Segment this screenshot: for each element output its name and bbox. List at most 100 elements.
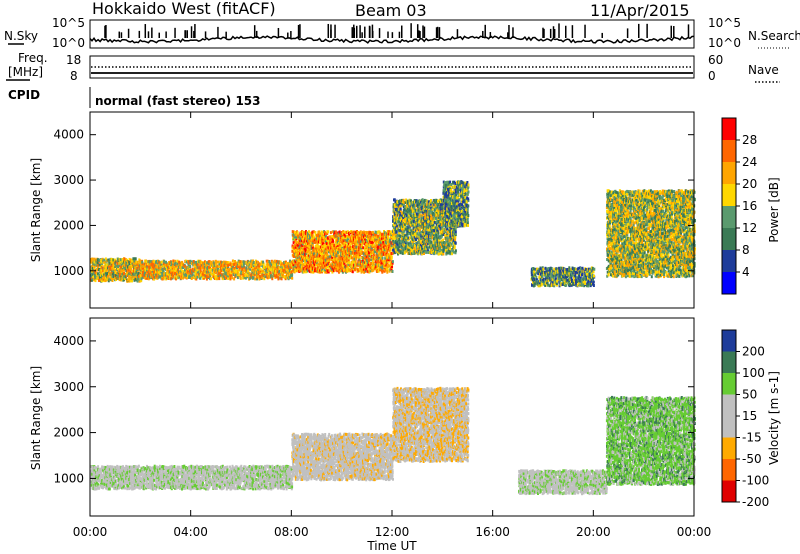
power-cell [341, 267, 344, 270]
power-cell [246, 262, 249, 266]
power-cell [433, 228, 436, 232]
power-cell [401, 240, 404, 243]
power-cell [428, 209, 431, 213]
power-cell [377, 256, 380, 260]
power-cell [308, 230, 310, 234]
power-cell [414, 208, 417, 212]
power-cell [326, 265, 329, 269]
power-cell [159, 272, 162, 276]
power-cell [386, 252, 389, 256]
power-cell [173, 265, 176, 268]
date-label: 11/Apr/2015 [590, 1, 690, 20]
power-cell [422, 202, 425, 206]
power-cell [221, 273, 224, 277]
power-cell [237, 269, 240, 273]
power-cell [423, 198, 426, 202]
power-cell [295, 233, 298, 237]
power-heatmap [90, 180, 696, 288]
power-cell [210, 268, 213, 271]
power-cell [182, 276, 185, 280]
power-cell [104, 263, 107, 267]
power-cell [429, 215, 432, 219]
power-cell [120, 269, 123, 273]
power-cell [317, 257, 320, 261]
power-cell [384, 246, 387, 250]
power-cell [355, 256, 358, 260]
power-cell [188, 273, 191, 277]
power-cell [172, 264, 175, 268]
power-cell [437, 224, 440, 228]
power-cell [114, 274, 117, 278]
power-cell [422, 245, 425, 248]
power-cell [196, 268, 199, 272]
power-cell [240, 263, 243, 266]
power-cell [424, 216, 427, 220]
power-cell [123, 260, 126, 264]
power-cell [262, 262, 265, 266]
power-cell [356, 249, 358, 253]
power-cell [203, 262, 206, 266]
power-cell [242, 264, 245, 268]
power-cell [140, 264, 143, 268]
power-cell [345, 245, 348, 249]
power-cell [353, 257, 356, 261]
power-cell [443, 228, 446, 232]
power-cell [210, 260, 213, 264]
power-cell [299, 256, 302, 260]
power-cell [332, 242, 334, 245]
power-cell [283, 268, 286, 272]
power-cell [425, 205, 428, 209]
power-cell [449, 234, 452, 238]
power-cell [167, 273, 170, 277]
power-cell [437, 211, 440, 215]
power-cell [395, 230, 398, 234]
power-cell [387, 243, 390, 247]
power-cell [231, 276, 234, 280]
power-cell [306, 254, 309, 258]
power-cell [313, 260, 316, 264]
power-cell [218, 260, 221, 264]
power-cell [354, 263, 357, 267]
power-cell [142, 265, 145, 268]
power-cell [389, 238, 391, 242]
power-cell [324, 234, 327, 238]
power-cell [313, 236, 316, 240]
power-cell [392, 215, 395, 219]
power-cell [134, 270, 137, 274]
power-cell [287, 262, 290, 266]
power-cell [228, 263, 231, 267]
power-cell [425, 245, 428, 249]
power-cell [407, 221, 410, 225]
power-cell [386, 270, 389, 274]
power-cell [393, 203, 396, 207]
power-cell [373, 247, 376, 250]
power-cell [339, 262, 342, 266]
power-cell [108, 277, 111, 281]
power-cell [399, 202, 402, 206]
power-cell [174, 271, 176, 275]
power-cell [284, 264, 287, 268]
power-cell [289, 265, 292, 269]
nave-tick-60: 60 [708, 53, 723, 67]
power-cell [307, 248, 309, 252]
power-cell [130, 267, 132, 271]
power-cell [316, 263, 319, 267]
power-cell [341, 231, 344, 235]
power-cell [445, 249, 447, 252]
power-cell [393, 241, 396, 245]
power-cell [169, 264, 171, 268]
power-cell [205, 277, 208, 281]
power-cell [393, 243, 396, 247]
power-cell [209, 273, 212, 277]
power-cell [398, 237, 401, 241]
power-cell [361, 235, 363, 239]
power-cell [292, 263, 295, 267]
power-cell [339, 265, 342, 269]
power-cell [311, 239, 314, 243]
power-cell [351, 262, 354, 265]
power-cell [124, 277, 127, 281]
power-cell [196, 265, 199, 269]
power-cell [294, 245, 297, 249]
power-cell [309, 260, 311, 264]
power-cell [368, 234, 371, 238]
